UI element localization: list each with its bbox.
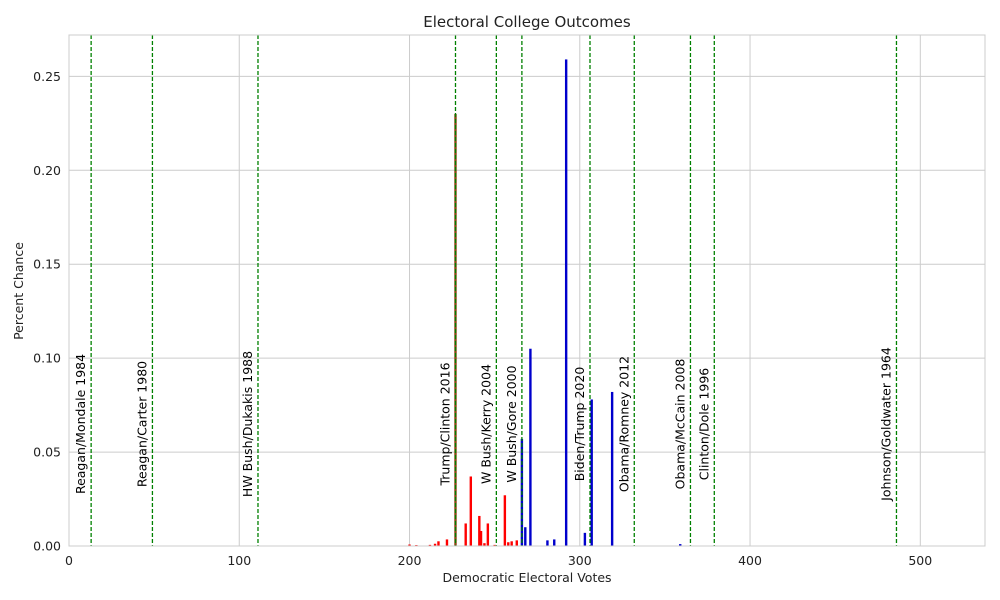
bar xyxy=(408,544,411,546)
bar xyxy=(529,348,532,546)
bar xyxy=(469,476,473,546)
bar xyxy=(483,543,486,546)
reference-label: Johnson/Goldwater 1964 xyxy=(878,347,893,502)
reference-label: Obama/McCain 2008 xyxy=(672,359,687,490)
x-tick-label: 500 xyxy=(908,553,932,568)
bar xyxy=(564,59,568,547)
y-tick-label: 0.20 xyxy=(33,163,61,178)
bar xyxy=(464,523,467,546)
reference-label: HW Bush/Dukakis 1988 xyxy=(240,351,255,497)
bar xyxy=(479,530,483,546)
bar xyxy=(679,544,682,546)
y-tick-label: 0.00 xyxy=(33,539,61,554)
reference-label: W Bush/Kerry 2004 xyxy=(478,364,493,484)
reference-label: Biden/Trump 2020 xyxy=(572,367,587,482)
bar xyxy=(428,544,432,546)
bar xyxy=(546,540,549,546)
plot-frame xyxy=(68,34,986,547)
y-axis-label: Percent Chance xyxy=(11,242,26,340)
bar xyxy=(590,399,593,546)
reference-label: Reagan/Carter 1980 xyxy=(134,361,149,487)
reference-label: Trump/Clinton 2016 xyxy=(437,362,452,486)
bar xyxy=(610,391,614,546)
reference-label: W Bush/Gore 2000 xyxy=(504,365,519,482)
y-tick-label: 0.25 xyxy=(33,69,61,84)
x-tick-label: 200 xyxy=(398,553,422,568)
bar xyxy=(445,539,449,546)
bar xyxy=(510,541,513,546)
x-tick-label: 0 xyxy=(65,553,73,568)
bar xyxy=(493,544,496,546)
x-tick-label: 100 xyxy=(227,553,251,568)
bar xyxy=(553,539,556,546)
bar xyxy=(507,542,510,546)
bar xyxy=(583,532,587,546)
reference-label: Reagan/Mondale 1984 xyxy=(73,354,88,494)
reference-label: Clinton/Dole 1996 xyxy=(696,368,711,481)
x-axis-label: Democratic Electoral Votes xyxy=(442,570,611,585)
reference-label: Obama/Romney 2012 xyxy=(616,356,631,492)
bar xyxy=(478,515,481,546)
bar xyxy=(437,541,440,546)
y-tick-label: 0.15 xyxy=(33,257,61,272)
bar xyxy=(524,527,527,546)
chart-title: Electoral College Outcomes xyxy=(423,13,631,31)
x-tick-label: 300 xyxy=(568,553,592,568)
x-tick-label: 400 xyxy=(738,553,762,568)
bar xyxy=(515,540,518,546)
bar xyxy=(433,543,437,546)
bar xyxy=(486,523,490,546)
bar xyxy=(503,495,507,546)
y-tick-label: 0.05 xyxy=(33,445,61,460)
y-tick-label: 0.10 xyxy=(33,351,61,366)
